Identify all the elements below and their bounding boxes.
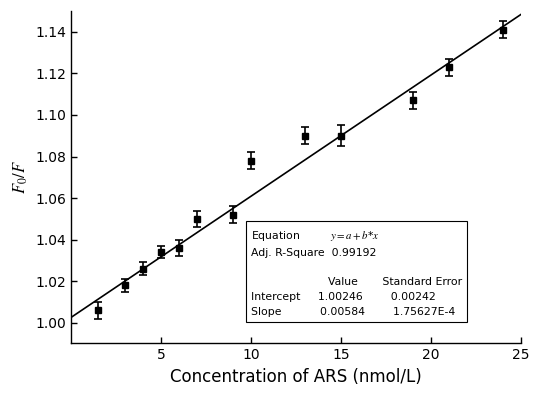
X-axis label: Concentration of ARS (nmol/L): Concentration of ARS (nmol/L) bbox=[170, 368, 422, 386]
Y-axis label: $F_0/F$: $F_0/F$ bbox=[11, 160, 30, 195]
Text: Equation         $y = a + b$*$x$
Adj. R-Square  0.99192

                      V: Equation $y = a + b$*$x$ Adj. R-Square 0… bbox=[251, 229, 462, 317]
